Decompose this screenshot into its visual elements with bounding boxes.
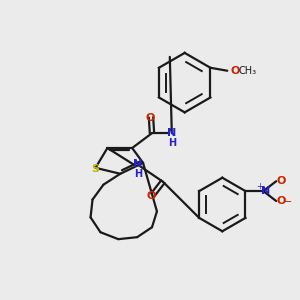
Text: H: H	[168, 138, 176, 148]
Text: O: O	[277, 196, 286, 206]
Text: N: N	[167, 128, 176, 138]
Text: O: O	[145, 113, 155, 123]
Text: N: N	[134, 159, 143, 169]
Text: O: O	[146, 190, 156, 201]
Text: CH₃: CH₃	[238, 66, 256, 76]
Text: S: S	[92, 164, 100, 174]
Text: O: O	[277, 176, 286, 186]
Text: +: +	[256, 182, 263, 191]
Text: −: −	[282, 197, 292, 207]
Text: N: N	[261, 186, 270, 196]
Text: H: H	[134, 169, 142, 179]
Text: O: O	[230, 66, 240, 76]
